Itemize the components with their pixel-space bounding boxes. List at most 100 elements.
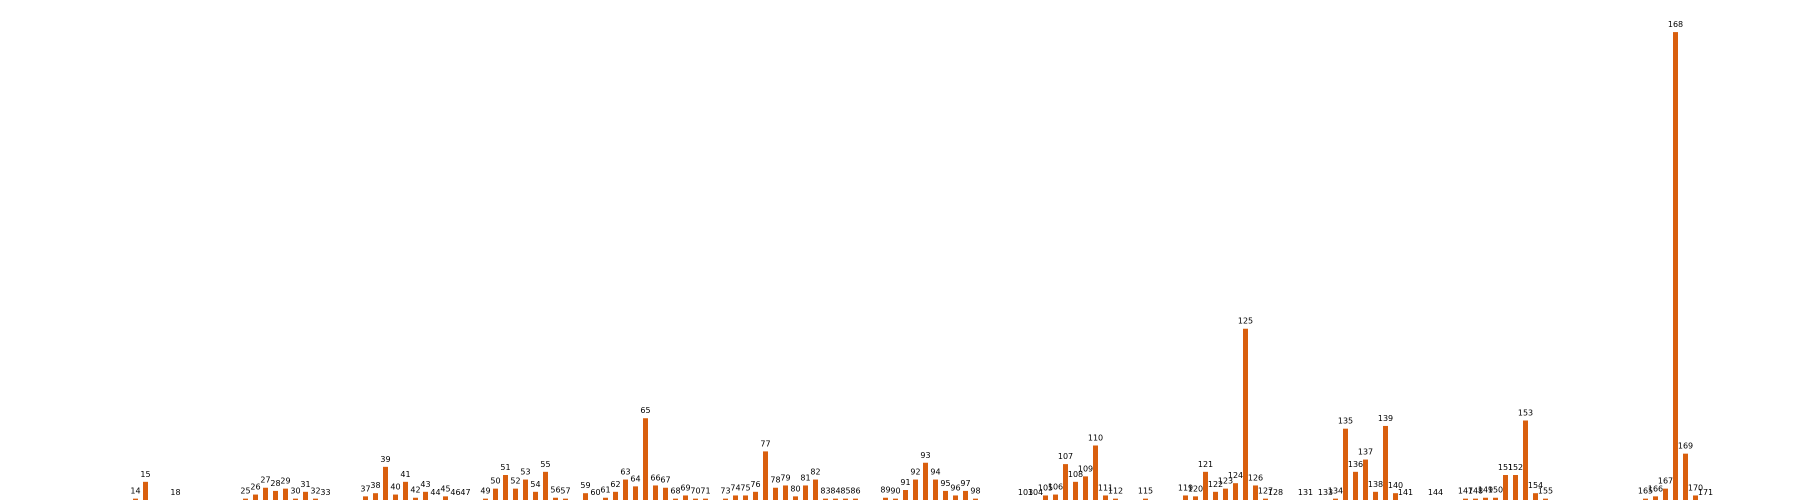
bar-label-152: 152 [1508,463,1523,472]
bar-83 [823,498,828,500]
bar-label-49: 49 [480,487,490,496]
bar-label-97: 97 [960,479,970,488]
bar-label-139: 139 [1378,414,1393,423]
bar-label-95: 95 [940,479,950,488]
bar-label-85: 85 [840,487,850,496]
bar-label-96: 96 [950,483,960,492]
bar-32 [313,498,318,500]
bar-label-57: 57 [560,487,570,496]
bar-98 [973,498,978,500]
bar-label-111: 111 [1098,483,1113,492]
bar-label-90: 90 [890,487,900,496]
bar-label-150: 150 [1488,486,1503,495]
bar-label-153: 153 [1518,409,1533,418]
bar-label-80: 80 [790,484,800,493]
bar-112 [1113,498,1118,500]
bar-67 [663,487,668,500]
bar-label-124: 124 [1228,471,1243,480]
bar-label-121: 121 [1198,460,1213,469]
bar-111 [1103,495,1108,500]
bar-label-122: 122 [1208,480,1223,489]
bar-75 [743,495,748,500]
bar-63 [623,479,628,500]
bar-label-84: 84 [830,487,840,496]
bar-label-166: 166 [1648,484,1663,493]
bar-155 [1543,498,1548,500]
bar-14 [133,498,138,500]
bar-label-39: 39 [380,455,390,464]
bar-label-125: 125 [1238,317,1253,326]
bar-label-127: 127 [1258,487,1273,496]
bar-label-108: 108 [1068,470,1083,479]
bar-label-25: 25 [240,487,250,496]
bar-136 [1353,471,1358,500]
bar-94 [933,479,938,500]
bar-91 [903,490,908,500]
bar-label-94: 94 [930,468,940,477]
bar-label-123: 123 [1218,477,1233,486]
bar-label-106: 106 [1048,483,1063,492]
bar-135 [1343,428,1348,500]
bar-43 [423,491,428,500]
bar-119 [1183,495,1188,500]
bar-90 [893,498,898,500]
bar-31 [303,491,308,500]
bar-label-50: 50 [490,477,500,486]
bar-label-32: 32 [310,487,320,496]
bar-label-33: 33 [320,488,330,497]
bar-label-67: 67 [660,476,670,485]
bar-label-144: 144 [1428,488,1443,497]
bar-label-171: 171 [1698,488,1713,497]
bar-label-65: 65 [640,406,650,415]
bar-150 [1493,497,1498,500]
bar-97 [963,490,968,500]
bar-label-29: 29 [280,477,290,486]
bar-label-14: 14 [130,487,140,496]
bar-label-44: 44 [430,488,440,497]
bar-71 [703,498,708,500]
bar-label-105: 105 [1038,483,1053,492]
bar-109 [1083,476,1088,500]
bar-label-141: 141 [1398,488,1413,497]
bar-126 [1253,485,1258,500]
bar-151 [1503,475,1508,500]
bar-label-151: 151 [1498,463,1513,472]
bar-label-138: 138 [1368,480,1383,489]
bar-149 [1483,497,1488,500]
bar-153 [1523,420,1528,500]
bar-54 [533,491,538,500]
bar-label-62: 62 [610,480,620,489]
bar-label-148: 148 [1468,487,1483,496]
bar-label-149: 149 [1478,486,1493,495]
bar-148 [1473,498,1478,500]
bar-170 [1693,495,1698,500]
bar-105 [1043,495,1048,500]
bar-label-91: 91 [900,478,910,487]
bar-label-78: 78 [770,476,780,485]
bar-127 [1263,498,1268,500]
bar-27 [263,487,268,500]
bar-81 [803,485,808,500]
bar-28 [273,490,278,500]
bar-38 [373,493,378,500]
bar-label-168: 168 [1668,20,1683,29]
bar-65 [643,418,648,500]
bar-label-71: 71 [700,487,710,496]
bar-label-133: 133 [1318,488,1333,497]
bar-label-75: 75 [740,483,750,492]
bar-label-136: 136 [1348,460,1363,469]
bar-86 [853,498,858,500]
bar-label-83: 83 [820,487,830,496]
bar-label-69: 69 [680,483,690,492]
bar-label-64: 64 [630,474,640,483]
bar-label-53: 53 [520,468,530,477]
bar-label-126: 126 [1248,473,1263,482]
bar-152 [1513,475,1518,500]
bar-label-40: 40 [390,483,400,492]
bar-115 [1143,498,1148,500]
bar-42 [413,497,418,500]
bar-50 [493,488,498,500]
bar-label-66: 66 [650,473,660,482]
bar-62 [613,491,618,500]
